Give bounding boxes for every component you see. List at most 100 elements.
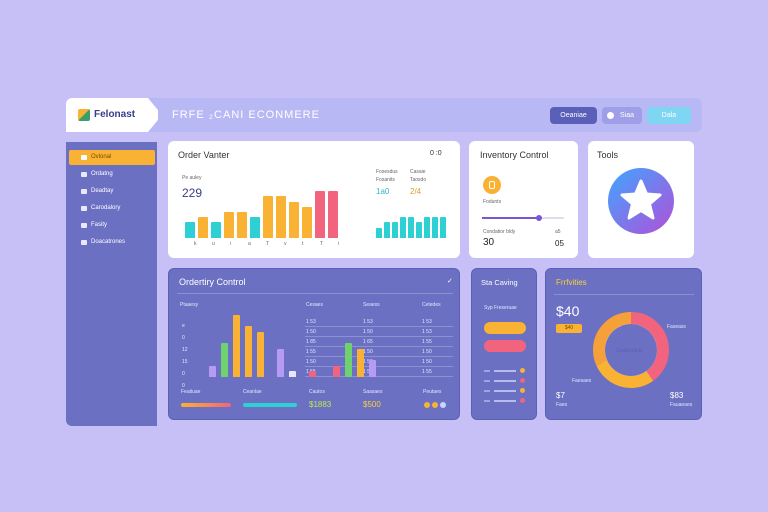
ordering-card: Ordertiry Control ✓ Ptaaesy Cesaes Seaes… — [168, 268, 460, 420]
sidebar-item-3[interactable]: Deadtay — [69, 184, 155, 199]
stat-row-dot[interactable] — [520, 378, 525, 383]
x-tick-label: u — [212, 241, 215, 247]
mini-label: Taosdo — [410, 177, 427, 183]
header-button-2[interactable]: Siaa — [602, 107, 642, 124]
order-mini-bar — [432, 217, 438, 238]
pill-orange[interactable] — [484, 322, 526, 334]
gridline — [305, 366, 453, 367]
more-icon[interactable]: 0 :0 — [430, 150, 442, 157]
sidebar-item-label: Carodalory — [91, 205, 121, 211]
stat-row-dash — [484, 380, 490, 382]
order-mini-bar — [400, 217, 406, 238]
sidebar-item-2[interactable]: Ordatng — [69, 167, 155, 182]
sidebar-item-5[interactable]: Fasity — [69, 218, 155, 233]
mini-label: Casaie — [410, 169, 426, 175]
header-button-2-label: Siaa — [619, 112, 634, 119]
folder-icon — [81, 155, 87, 160]
progress-bar-teal — [243, 403, 297, 407]
gridline — [305, 326, 453, 327]
x-tick-label: T — [320, 241, 324, 247]
column-label: Cesaes — [306, 302, 323, 308]
sidebar-item-label: Fasity — [91, 222, 108, 228]
profile-bottom-right: $83 — [670, 391, 684, 400]
top-bar: Felonast FRFE ₂CANI ECONMERE Oeaniae Sia… — [66, 98, 702, 132]
order-mini-bar — [408, 217, 414, 238]
order-bar — [302, 206, 312, 238]
order-card: Order Vanter 0 :0 Pe auley 229 Fosesdus … — [168, 141, 460, 258]
app-window: Felonast FRFE ₂CANI ECONMERE Oeaniae Sia… — [66, 98, 702, 426]
inventory-card-title: Inventory Control — [480, 150, 549, 160]
column-value: 1 50 — [363, 349, 373, 355]
stat-row-dash — [484, 400, 490, 402]
column-value: 1 55 — [422, 339, 432, 345]
pill-pink[interactable] — [484, 340, 526, 352]
progress-bar-orange — [181, 403, 231, 407]
y-tick-label: 0 — [182, 335, 185, 341]
brand-name: Felonast — [94, 109, 136, 120]
sidebar-item-6[interactable]: Doacatrones — [69, 235, 155, 250]
stat-row-dash — [484, 390, 490, 392]
header-button-1[interactable]: Oeaniae — [550, 107, 597, 124]
foot-value-a: $1883 — [309, 400, 332, 409]
stat-row-dot[interactable] — [520, 388, 525, 393]
column-value: 1 65 — [363, 339, 373, 345]
foot-label: Featiuae — [181, 389, 201, 395]
inventory-slider[interactable] — [482, 215, 564, 221]
brand-logo-icon — [78, 109, 90, 121]
tag-icon — [81, 223, 87, 228]
ordering-bar — [357, 348, 364, 377]
column-value: 1 50 — [363, 359, 373, 365]
gridline — [305, 356, 453, 357]
column-value: 1 50 — [306, 329, 316, 335]
foot-label: Ceanlae — [243, 389, 262, 395]
ordering-bar — [209, 365, 216, 377]
order-bar — [224, 212, 234, 238]
sidebar-item-4[interactable]: Carodalory — [69, 201, 155, 216]
star-icon[interactable] — [608, 168, 674, 234]
profile-card: Frrfvities $40 $40 Faseass Cnaltuodulo F… — [545, 268, 702, 420]
mini-value-b: 2/4 — [410, 187, 422, 196]
order-mini-bar — [376, 227, 382, 238]
profile-badge: $40 — [556, 324, 582, 333]
sidebar-item-1[interactable]: Ovlonal — [69, 150, 155, 165]
header-button-3[interactable]: Dala — [647, 107, 691, 124]
inventory-value-right: 05 — [555, 239, 564, 248]
donut-label-bottom: Faesaes — [572, 378, 592, 384]
brand[interactable]: Felonast — [66, 98, 158, 132]
box-icon — [81, 206, 87, 211]
ordering-bar — [333, 365, 340, 377]
profile-big-value: $40 — [556, 303, 580, 319]
order-mini-bar — [424, 217, 430, 238]
stats-card-title: Sta Caving — [481, 278, 518, 287]
stat-row-dot[interactable] — [520, 368, 525, 373]
slider-handle[interactable] — [536, 215, 543, 221]
order-bar — [315, 191, 325, 238]
user-icon — [81, 172, 87, 177]
profile-bottom-right-sub: Fauaeaes — [670, 402, 693, 408]
gear-icon — [81, 240, 87, 245]
sidebar-item-label: Deadtay — [91, 188, 114, 194]
stat-row-dot[interactable] — [520, 398, 525, 403]
stat-row-line — [494, 380, 516, 382]
order-bar — [263, 196, 273, 238]
app-title: FRFE ₂CANI ECONMERE — [172, 109, 320, 121]
column-value: 1 50 — [422, 359, 432, 365]
inventory-caption-num: a5 — [555, 229, 561, 235]
gridline — [305, 376, 453, 377]
y-tick-label: 0 — [182, 371, 185, 377]
order-bar — [328, 191, 338, 238]
dot-icon — [440, 402, 446, 408]
ordering-bar — [257, 331, 264, 377]
mini-value-a: 1a0 — [376, 187, 390, 196]
ordering-bar — [289, 371, 296, 377]
tools-card-title: Tools — [597, 150, 619, 160]
ordering-card-title: Ordertiry Control — [179, 277, 246, 287]
check-icon[interactable]: ✓ — [447, 278, 453, 285]
foot-value-b: $500 — [363, 400, 381, 409]
stat-row-dash — [484, 370, 490, 372]
x-tick-label: k — [194, 241, 197, 247]
inventory-caption: Condatior bldy — [483, 229, 516, 235]
sidebar-item-label: Ordatng — [91, 171, 113, 177]
profile-card-title: Frrfvities — [556, 278, 587, 287]
column-value: 1 53 — [422, 329, 432, 335]
